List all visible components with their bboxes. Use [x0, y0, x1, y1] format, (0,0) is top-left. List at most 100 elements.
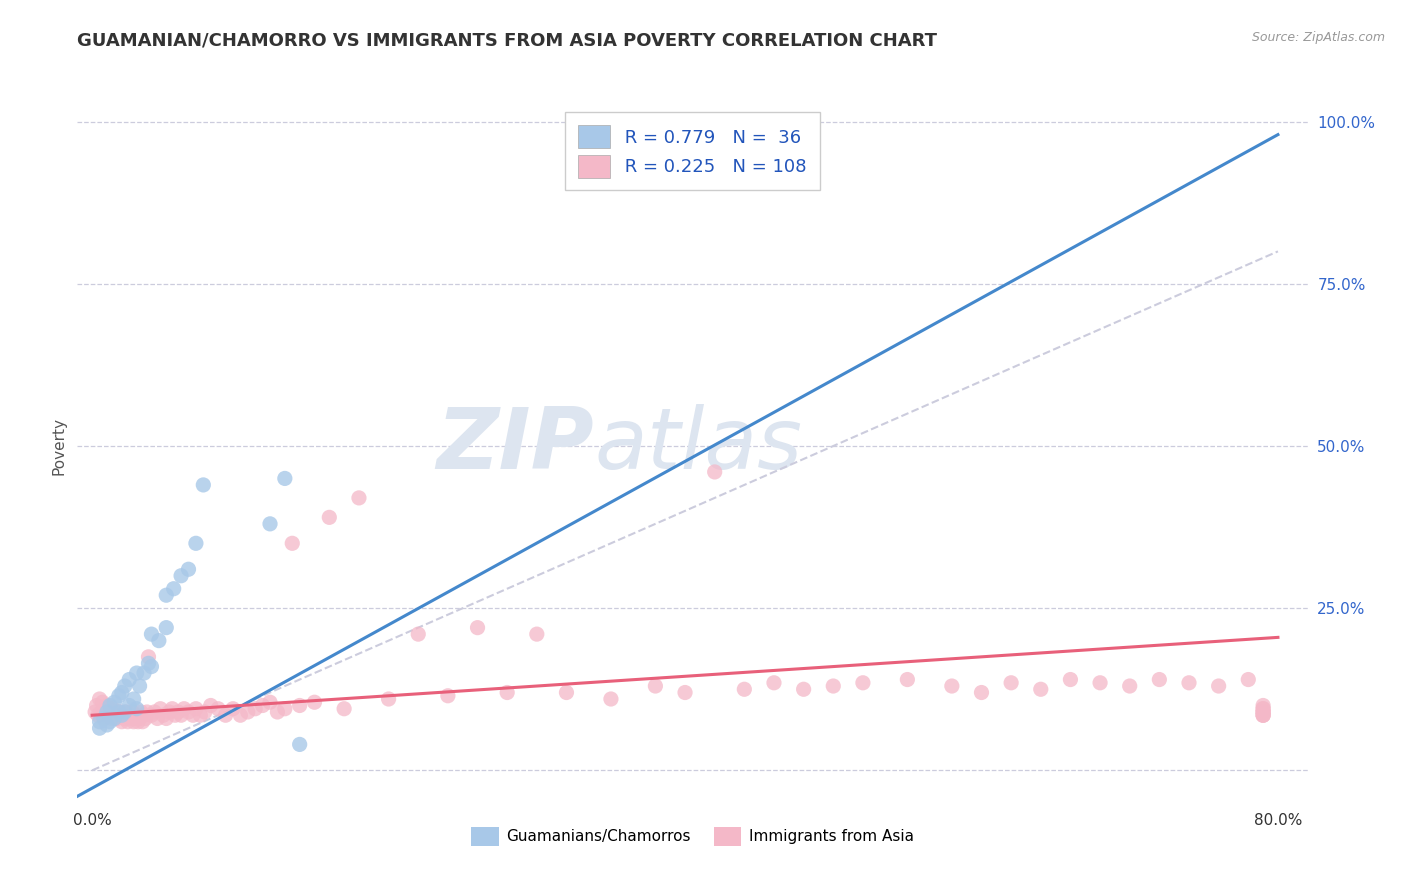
Point: [970, 685, 993, 699]
Point: [1251, 705, 1274, 719]
Point: [1251, 708, 1274, 723]
Point: [105, 711, 128, 725]
Point: [1251, 708, 1274, 723]
Point: [103, 695, 125, 709]
Point: [377, 692, 399, 706]
Point: [117, 714, 139, 729]
Point: [128, 711, 150, 725]
Point: [136, 705, 159, 719]
Point: [89, 692, 111, 706]
Point: [274, 702, 297, 716]
Point: [100, 711, 122, 725]
Point: [281, 536, 304, 550]
Point: [304, 695, 326, 709]
Point: [98, 705, 121, 719]
Point: [118, 698, 141, 713]
Point: [108, 705, 131, 719]
Y-axis label: Poverty: Poverty: [51, 417, 66, 475]
Point: [555, 685, 578, 699]
Point: [184, 536, 207, 550]
Point: [1118, 679, 1140, 693]
Point: [160, 702, 183, 716]
Point: [165, 708, 187, 723]
Point: [90, 705, 112, 719]
Point: [118, 673, 141, 687]
Text: GUAMANIAN/CHAMORRO VS IMMIGRANTS FROM ASIA POVERTY CORRELATION CHART: GUAMANIAN/CHAMORRO VS IMMIGRANTS FROM AS…: [77, 31, 938, 49]
Point: [1029, 682, 1052, 697]
Point: [252, 698, 274, 713]
Point: [138, 657, 160, 671]
Point: [118, 708, 141, 723]
Point: [115, 705, 138, 719]
Point: [128, 679, 150, 693]
Point: [600, 692, 623, 706]
Point: [266, 705, 288, 719]
Point: [194, 705, 217, 719]
Point: [89, 721, 111, 735]
Point: [703, 465, 725, 479]
Point: [94, 702, 117, 716]
Point: [132, 708, 155, 723]
Point: [214, 708, 236, 723]
Point: [1000, 675, 1022, 690]
Point: [96, 718, 118, 732]
Point: [108, 708, 131, 723]
Point: [259, 516, 281, 531]
Point: [1251, 708, 1274, 723]
Point: [155, 588, 177, 602]
Point: [1251, 705, 1274, 719]
Point: [318, 510, 340, 524]
Point: [129, 705, 152, 719]
Point: [111, 685, 134, 699]
Point: [103, 708, 125, 723]
Point: [141, 659, 163, 673]
Point: [181, 708, 204, 723]
Point: [132, 666, 155, 681]
Point: [941, 679, 963, 693]
Point: [148, 633, 170, 648]
Point: [125, 666, 148, 681]
Point: [103, 711, 125, 725]
Point: [111, 714, 134, 729]
Point: [896, 673, 918, 687]
Point: [467, 621, 489, 635]
Point: [1251, 702, 1274, 716]
Text: Source: ZipAtlas.com: Source: ZipAtlas.com: [1251, 31, 1385, 45]
Point: [200, 698, 222, 713]
Point: [762, 675, 785, 690]
Point: [86, 698, 108, 713]
Point: [155, 621, 177, 635]
Point: [496, 685, 519, 699]
Point: [91, 695, 114, 709]
Point: [852, 675, 875, 690]
Point: [437, 689, 460, 703]
Point: [1251, 702, 1274, 716]
Point: [87, 708, 110, 723]
Point: [245, 702, 267, 716]
Point: [167, 705, 190, 719]
Point: [114, 705, 136, 719]
Point: [114, 679, 136, 693]
Point: [98, 698, 121, 713]
Point: [673, 685, 696, 699]
Point: [125, 708, 148, 723]
Point: [1251, 698, 1274, 713]
Point: [110, 705, 132, 719]
Point: [157, 705, 180, 719]
Point: [288, 698, 311, 713]
Point: [146, 711, 169, 725]
Point: [1208, 679, 1230, 693]
Point: [127, 714, 149, 729]
Point: [347, 491, 370, 505]
Point: [108, 689, 131, 703]
Point: [823, 679, 845, 693]
Point: [1059, 673, 1081, 687]
Point: [124, 711, 146, 725]
Point: [236, 705, 259, 719]
Point: [177, 705, 200, 719]
Point: [274, 471, 297, 485]
Point: [141, 627, 163, 641]
Point: [122, 714, 145, 729]
Point: [93, 711, 115, 725]
Point: [1251, 705, 1274, 719]
